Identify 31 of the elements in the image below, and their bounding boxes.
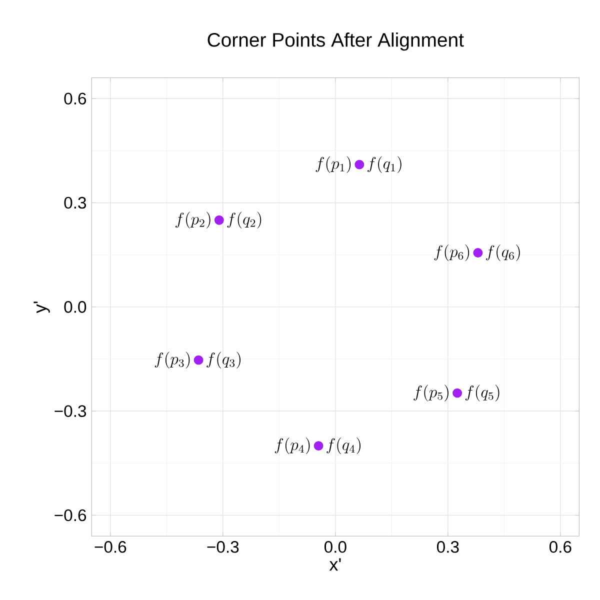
point — [194, 355, 204, 365]
point — [473, 248, 483, 258]
annotation: $f(p_3)$ — [154, 352, 190, 368]
x-axis-title: x' — [329, 558, 341, 571]
point — [214, 215, 224, 225]
annotation: $f(p_5)$ — [414, 384, 448, 402]
x-tick-label: 0.0 — [324, 541, 346, 553]
y-tick-label: −0.3 — [54, 405, 86, 417]
annotation: $f(q_1)$ — [367, 156, 402, 173]
y-tick-label: 0.0 — [64, 301, 86, 313]
y-tick-label: 0.6 — [64, 92, 86, 104]
x-tick-label: 0.3 — [436, 541, 459, 553]
y-axis-title: y' — [34, 302, 50, 314]
annotation: $f(q_3)$ — [206, 352, 240, 368]
x-tick-label: −0.3 — [207, 541, 239, 553]
y-tick-label: 0.3 — [64, 196, 86, 209]
annotation: $f(p_1)$ — [316, 156, 351, 173]
chart-title: Corner Points After Alignment — [208, 32, 464, 51]
annotation: $f(q_5)$ — [465, 384, 500, 402]
annotation: $f(p_6)$ — [434, 244, 470, 262]
annotation: $f(q_6)$ — [486, 244, 520, 262]
y-tick-label: −0.6 — [54, 509, 86, 522]
point — [354, 160, 364, 170]
annotation: $f(q_2)$ — [227, 212, 262, 228]
annotation: $f(p_4)$ — [274, 437, 310, 454]
x-tick-label: −0.6 — [94, 541, 126, 553]
annotation: $f(p_2)$ — [175, 212, 210, 228]
point — [314, 441, 324, 451]
point — [452, 388, 462, 398]
x-tick-label: 0.6 — [549, 541, 572, 553]
annotation: $f(q_4)$ — [326, 437, 360, 454]
